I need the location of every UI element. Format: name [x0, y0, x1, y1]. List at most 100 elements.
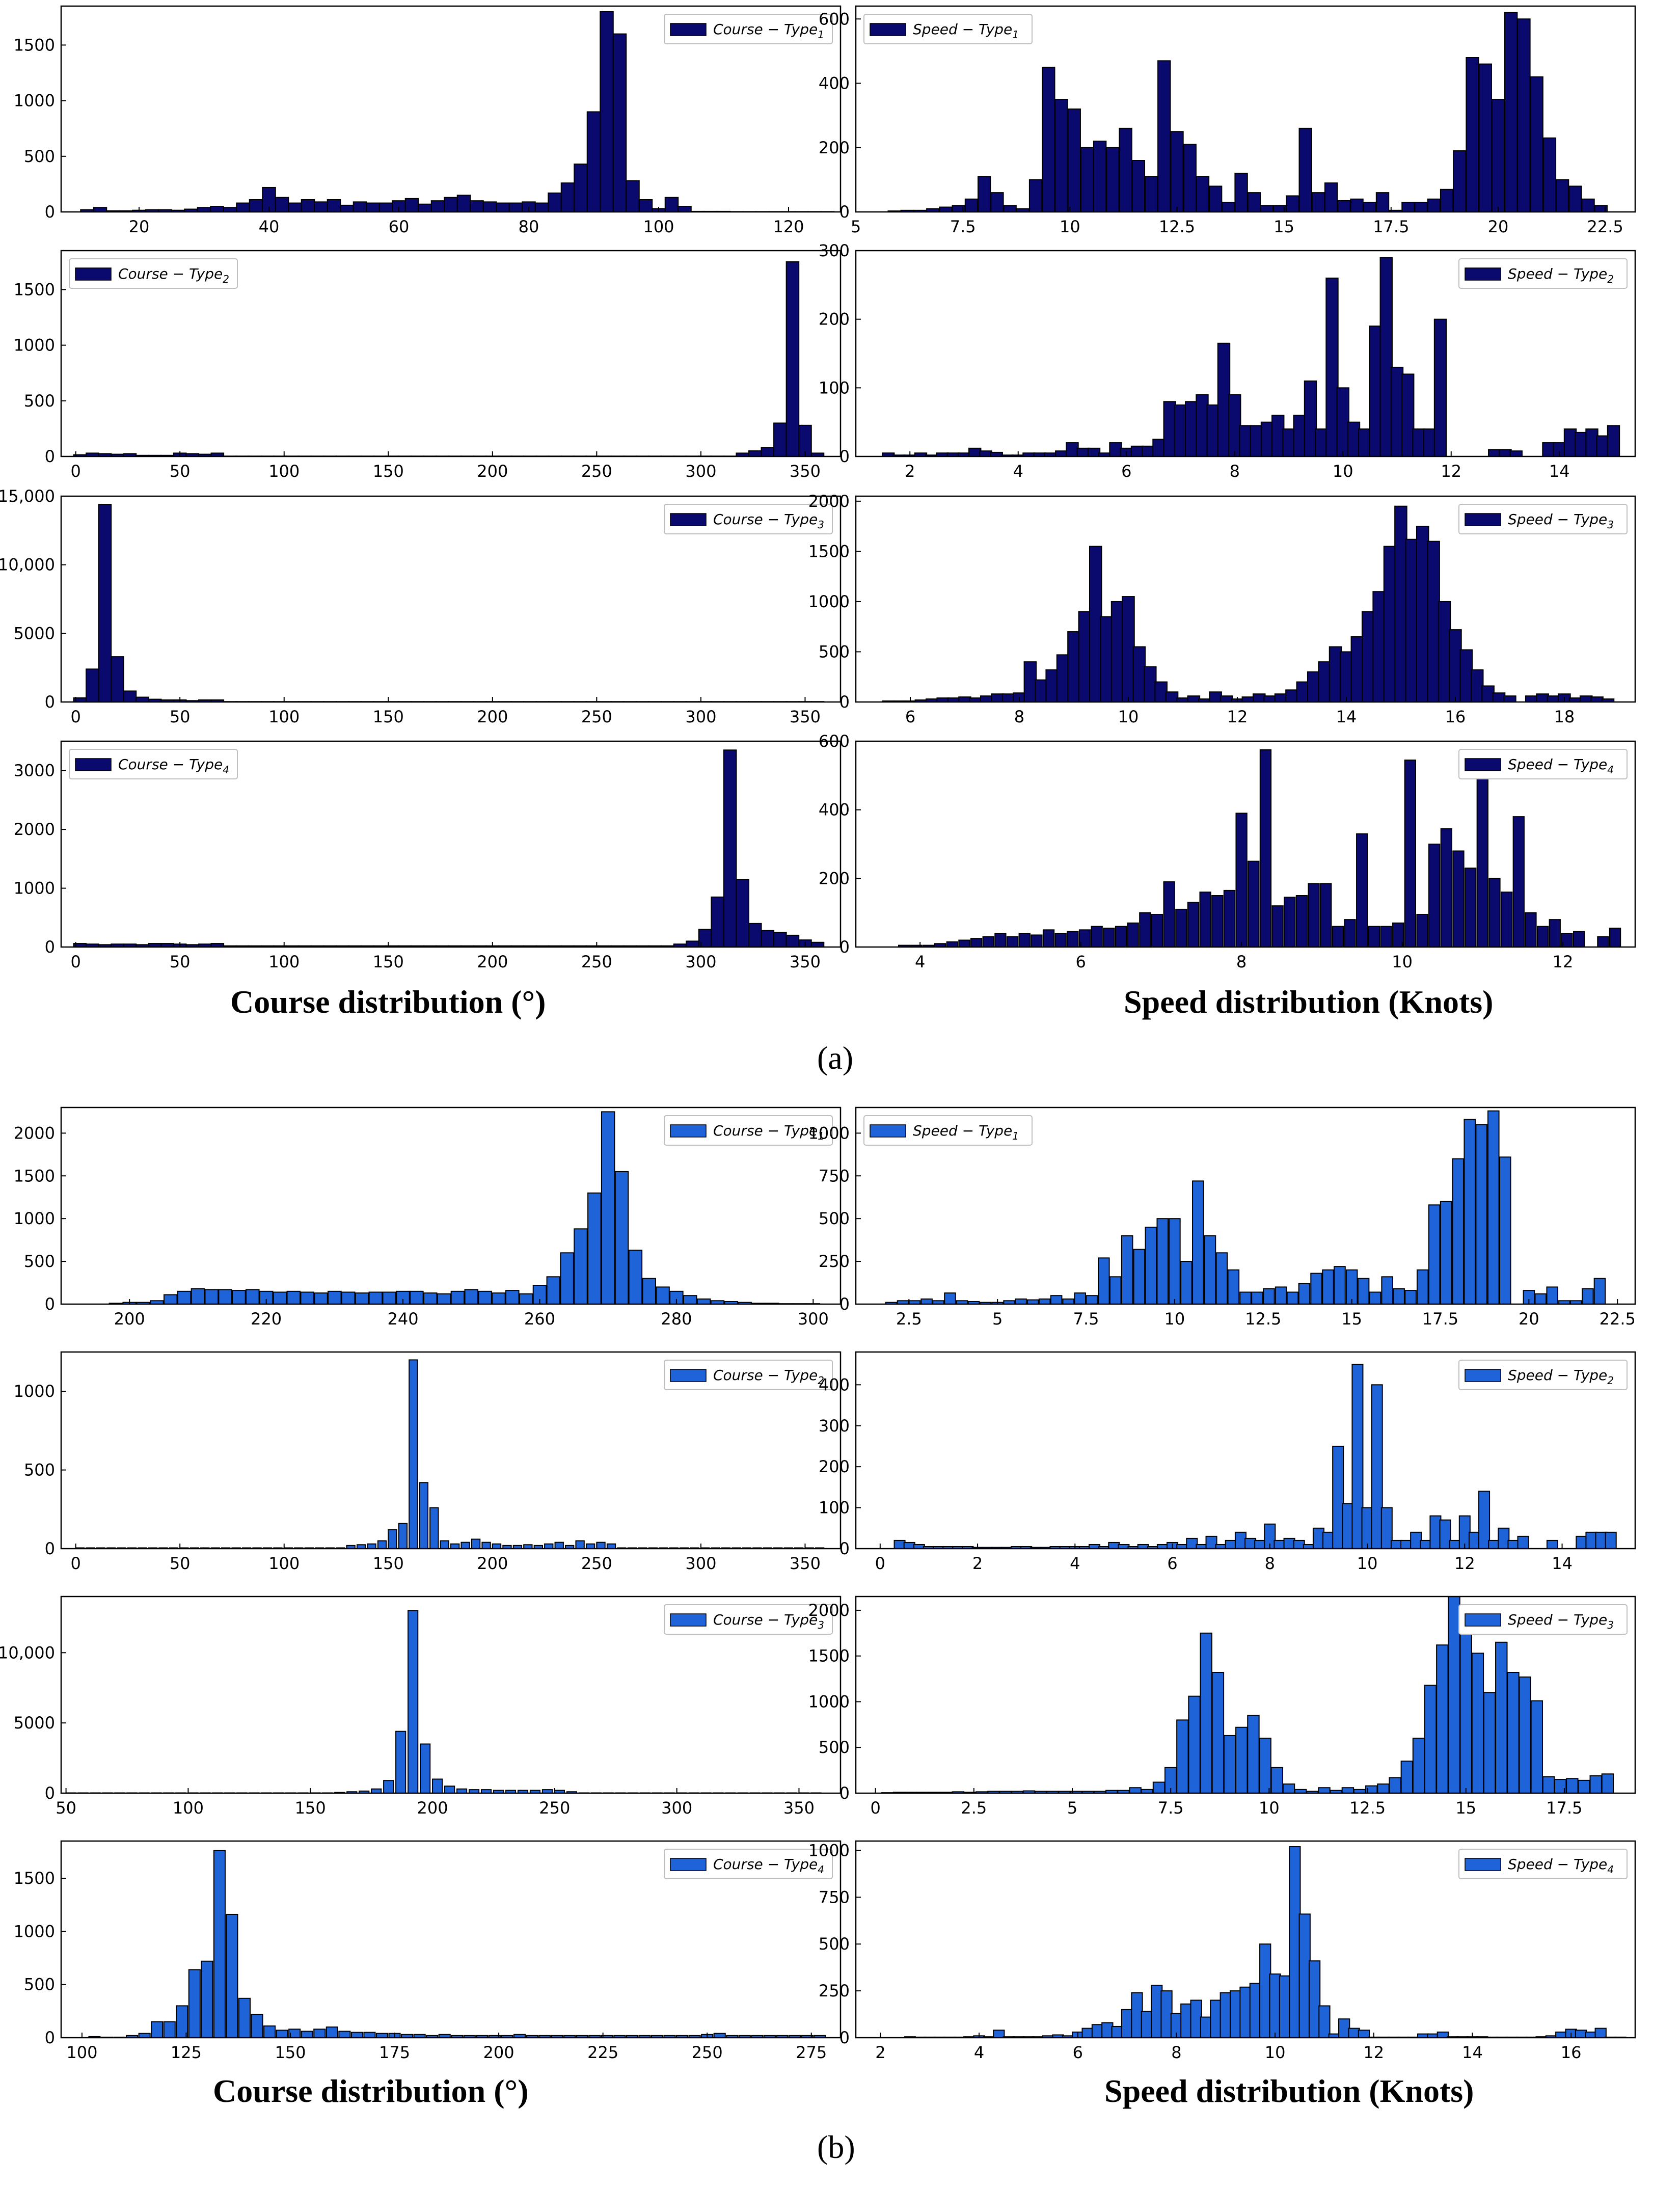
bar [686, 940, 699, 948]
x-tick-label: 10 [1265, 2043, 1286, 2062]
bar [994, 933, 1007, 948]
bar [1308, 883, 1320, 948]
bar [1390, 1539, 1402, 1549]
bar [201, 1960, 213, 2039]
bar [1187, 902, 1200, 948]
legend-swatch [1465, 758, 1501, 771]
y-tick-label: 0 [839, 202, 850, 222]
bar [1492, 692, 1506, 703]
legend-swatch [1465, 267, 1501, 281]
bar [418, 203, 432, 212]
bar [1275, 1286, 1287, 1305]
plot-frame [855, 1596, 1636, 1794]
bar [1223, 1735, 1236, 1794]
bar [423, 1292, 438, 1305]
bar [1015, 1298, 1027, 1305]
bar [1156, 1218, 1169, 1305]
bar [1192, 1180, 1204, 1305]
bar [1320, 883, 1332, 948]
bar [1206, 404, 1220, 457]
bar [1546, 1286, 1559, 1305]
bar [1220, 695, 1233, 703]
bar [1247, 1715, 1260, 1794]
bar [1322, 1531, 1335, 1550]
bar [328, 1290, 342, 1305]
bar [1410, 1531, 1422, 1550]
bar [1241, 696, 1255, 703]
bar [1247, 192, 1261, 213]
x-tick-label: 6 [905, 707, 915, 726]
bar [1127, 922, 1139, 948]
bar [1361, 611, 1375, 702]
bar [1420, 1539, 1432, 1549]
bar [1350, 198, 1364, 212]
bar [482, 201, 497, 213]
y-tick-label: 750 [819, 1166, 850, 1185]
x-tick-label: 2 [905, 462, 915, 481]
bar [1143, 666, 1157, 703]
bar [1389, 1777, 1401, 1794]
bar [163, 2021, 176, 2038]
bar [1361, 1507, 1373, 1550]
bar [1270, 1767, 1284, 1794]
bar [1342, 1503, 1354, 1550]
x-tick-label: 10 [1259, 1798, 1280, 1818]
bar [1279, 1975, 1291, 2038]
bar [450, 1290, 465, 1305]
bar [210, 206, 224, 212]
bar [1093, 141, 1107, 213]
plot-frame [855, 5, 1636, 213]
b-speed-1-chart: 2.5 5 7.5 10 12.5 15 17.5 20 22.5 0 250 500 750 1000 S… [808, 1106, 1636, 1329]
bar [1573, 931, 1585, 948]
bar [1424, 1685, 1437, 1794]
x-tick-label: 150 [295, 1798, 326, 1818]
y-tick-label: 0 [45, 937, 55, 957]
plot-frame [60, 5, 842, 213]
bar [1542, 137, 1557, 212]
bar [1066, 442, 1079, 457]
bar [1042, 66, 1055, 212]
bar [1200, 1632, 1212, 1794]
bar [1478, 1491, 1491, 1549]
bar [338, 2031, 351, 2038]
bar [1332, 1445, 1344, 1549]
legend-box [1458, 749, 1628, 779]
bar [1448, 1596, 1460, 1794]
bar [723, 749, 737, 948]
bar [1183, 144, 1197, 212]
bar [980, 695, 993, 703]
bar [432, 1778, 443, 1794]
legend-label: Speed − Type4 [1508, 1856, 1614, 1876]
x-tick-label: 300 [685, 462, 716, 481]
bar [1381, 1276, 1393, 1305]
x-tick-label: 2.5 [896, 1309, 922, 1329]
y-tick-label: 1000 [14, 879, 55, 898]
bar [1227, 1269, 1240, 1305]
bar [1351, 1364, 1364, 1550]
bar [375, 2033, 389, 2038]
y-tick-label: 500 [24, 1461, 55, 1480]
bar [736, 879, 749, 948]
bar [218, 1289, 232, 1305]
bar [1468, 1531, 1480, 1550]
bar [1595, 1531, 1607, 1550]
x-tick-label: 17.5 [1373, 217, 1409, 236]
caption-a: (a) [817, 1040, 854, 1076]
bar [1055, 450, 1068, 457]
y-tick-label: 1000 [808, 592, 850, 611]
bar [1412, 1738, 1425, 1794]
bar [340, 204, 354, 212]
x-tick-label: 225 [587, 2043, 618, 2062]
x-tick-label: 200 [114, 1309, 145, 1329]
y-tick-label: 5000 [14, 624, 55, 643]
y-tick-label: 1000 [808, 1123, 850, 1143]
bar [1336, 387, 1349, 457]
bar [378, 202, 393, 212]
bar [1338, 2018, 1350, 2038]
b-course-3-chart: 50 100 150 200 250 300 350 0 5000 10,000 Course − … [0, 1596, 842, 1818]
x-tick-label: 100 [268, 952, 300, 971]
bar [395, 1731, 407, 1794]
x-tick-label: 0 [70, 952, 80, 971]
bar [226, 1913, 238, 2038]
y-tick-label: 0 [45, 1783, 55, 1803]
